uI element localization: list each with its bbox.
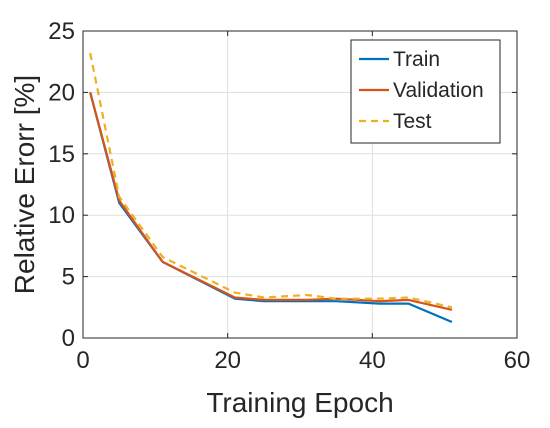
series-line-validation bbox=[89, 92, 453, 311]
x-tick-label: 20 bbox=[214, 347, 241, 374]
legend-box bbox=[350, 39, 501, 144]
legend-label-test: Test bbox=[393, 110, 432, 133]
x-tick-label: 0 bbox=[76, 347, 89, 374]
y-tick-label: 5 bbox=[62, 264, 75, 291]
y-axis-label: Relative Erorr [%] bbox=[9, 75, 40, 294]
x-axis-label: Training Epoch bbox=[206, 387, 393, 418]
y-tick-label: 20 bbox=[48, 79, 75, 106]
y-tick-label: 15 bbox=[48, 141, 75, 168]
y-tick-label: 25 bbox=[48, 18, 75, 45]
legend-label-validation: Validation bbox=[393, 79, 484, 102]
x-tick-label: 40 bbox=[359, 347, 386, 374]
legend-label-train: Train bbox=[393, 48, 440, 71]
y-axis-ticks: 0 5 10 15 20 25 bbox=[48, 18, 517, 352]
legend: Train Validation Test bbox=[350, 39, 501, 144]
x-tick-label: 60 bbox=[504, 347, 531, 374]
series-line-test bbox=[89, 52, 453, 309]
series-lines bbox=[89, 52, 453, 324]
y-tick-label: 0 bbox=[62, 325, 75, 352]
x-axis-ticks: 0 20 40 60 bbox=[76, 31, 530, 374]
y-tick-label: 10 bbox=[48, 202, 75, 229]
plot-frame bbox=[82, 30, 518, 339]
